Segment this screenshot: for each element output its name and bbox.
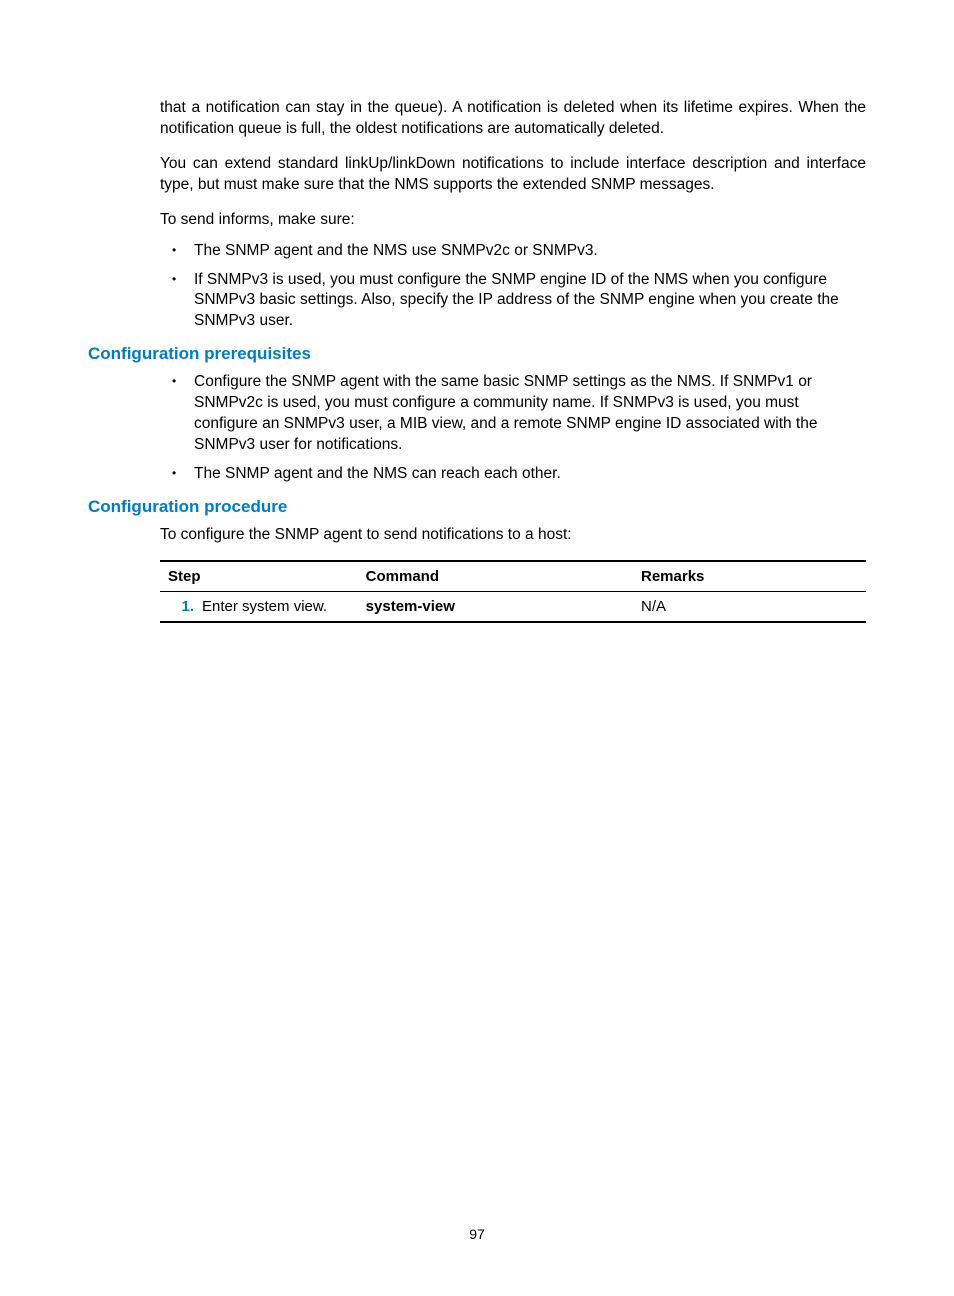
- table-header-command: Command: [358, 561, 633, 592]
- list-item: The SNMP agent and the NMS can reach eac…: [160, 464, 866, 485]
- bullet-list: Configure the SNMP agent with the same b…: [88, 372, 866, 485]
- cell-remarks: N/A: [633, 591, 866, 622]
- list-item: If SNMPv3 is used, you must configure th…: [160, 270, 866, 333]
- section-heading-procedure: Configuration procedure: [88, 497, 866, 517]
- step-text: Enter system view.: [202, 598, 327, 615]
- section-heading-prerequisites: Configuration prerequisites: [88, 344, 866, 364]
- list-item: Configure the SNMP agent with the same b…: [160, 372, 866, 456]
- list-item: The SNMP agent and the NMS use SNMPv2c o…: [160, 241, 866, 262]
- table-header-step: Step: [160, 561, 358, 592]
- paragraph: that a notification can stay in the queu…: [88, 98, 866, 140]
- paragraph: You can extend standard linkUp/linkDown …: [88, 154, 866, 196]
- page-number: 97: [0, 1226, 954, 1242]
- command-table: Step Command Remarks 1.Enter system view…: [160, 560, 866, 623]
- cell-command: system-view: [358, 591, 633, 622]
- table-row: 1.Enter system view. system-view N/A: [160, 591, 866, 622]
- table-header-remarks: Remarks: [633, 561, 866, 592]
- step-number: 1.: [168, 598, 202, 615]
- table-header-row: Step Command Remarks: [160, 561, 866, 592]
- paragraph: To send informs, make sure:: [88, 210, 866, 231]
- bullet-list: The SNMP agent and the NMS use SNMPv2c o…: [88, 241, 866, 333]
- page: that a notification can stay in the queu…: [0, 0, 954, 1296]
- command-text: system-view: [366, 598, 455, 615]
- cell-step: 1.Enter system view.: [160, 591, 358, 622]
- paragraph: To configure the SNMP agent to send noti…: [88, 525, 866, 546]
